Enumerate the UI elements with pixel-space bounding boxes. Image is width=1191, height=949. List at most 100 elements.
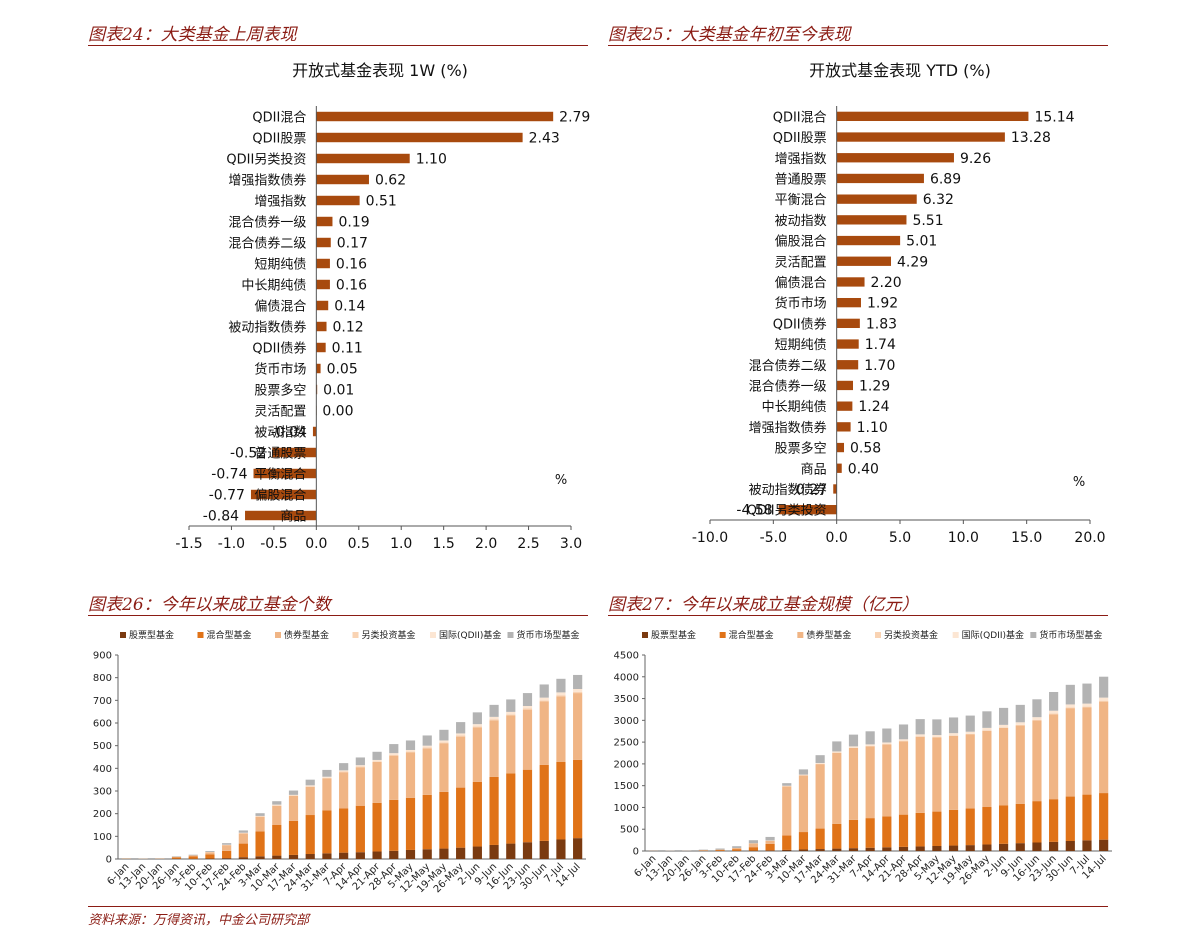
category-label: 货币市场 [775,296,827,312]
category-label: 混合债券一级 [749,378,827,394]
bar-segment [539,684,549,698]
legend-swatch [642,632,648,638]
data-label: -0.74 [211,467,247,483]
data-label: 0.40 [848,461,879,477]
bar-segment [272,801,282,805]
bar-segment [1082,840,1092,851]
chart24-title-rule [88,45,588,46]
bar-segment [815,764,825,829]
bar-segment [1099,676,1109,698]
bar-segment [355,766,365,768]
bar-segment [539,697,549,701]
bar-segment [389,799,399,851]
bar-segment [522,842,533,859]
bar-segment [1032,717,1042,720]
y-tick-label: 2000 [614,759,639,770]
bar-segment [556,839,566,859]
data-label: 0.12 [333,320,364,336]
bar-segment [522,709,533,770]
bar-segment [188,854,198,856]
category-label: 短期纯债 [775,338,827,353]
bar-segment [748,847,758,851]
y-tick-label: 200 [93,809,112,820]
bar-segment [898,814,909,847]
bar-segment [848,747,859,820]
x-tick-label: 15.0 [1011,530,1042,546]
bar-segment [372,751,382,760]
bar-segment [272,825,282,856]
bar-segment [982,730,992,731]
bar-segment [222,850,232,859]
bar-segment [948,809,959,846]
bar-18 [836,463,842,473]
bar-segment [782,835,792,850]
data-label: 13.28 [1011,130,1051,146]
bar-segment [999,805,1009,844]
category-label: QDII债券 [773,316,827,332]
bar-segment [965,731,975,734]
legend-label: 货币市场型基金 [1039,629,1102,641]
bar-segment [422,745,432,748]
legend-label: 股票型基金 [129,629,174,641]
legend-label: 货币市场型基金 [517,629,580,641]
bar-segment [272,805,282,825]
source-note: 资料来源：万得资讯，中金公司研究部 [88,913,310,928]
bar-segment [999,727,1009,728]
bar-8 [836,256,892,266]
bar-segment [205,854,215,859]
bar-segment [1082,794,1092,841]
bar-segment [848,746,859,748]
bar-segment [1099,697,1109,701]
category-label: 增强指数债券 [749,420,827,436]
bar-segment [1032,720,1042,802]
bar-10 [836,297,861,308]
data-label: 1.10 [416,152,447,168]
bar-segment [1015,803,1025,844]
bar-segment [882,816,892,848]
category-label: 商品 [801,462,827,477]
bar-segment [556,692,566,696]
bar-segment [982,730,992,808]
data-label: -0.77 [209,488,245,504]
bar-segment [489,716,499,720]
x-tick-label: 5.0 [889,530,911,546]
bar-segment [765,840,775,844]
y-tick-label: 600 [93,719,112,730]
bar-segment [456,722,466,734]
bar-1 [316,111,554,122]
bar-segment [222,843,232,845]
bar-16 [312,426,317,437]
bar-segment [1099,701,1109,794]
bar-segment [556,761,566,840]
bar-segment [539,840,549,859]
data-label: 1.29 [859,378,890,394]
y-tick-label: 400 [93,764,112,775]
bar-segment [255,856,265,859]
legend-label: 国际(QDII)基金 [439,629,501,641]
bar-segment [405,797,416,850]
bar-segment [1082,706,1092,708]
bar-segment [556,696,566,762]
chart-1w-performance: 开放式基金表现 1W (%) QDII混合 2.79 QDII股票 2.43 QDII另类… [175,61,590,552]
bar-segment [339,763,349,771]
data-label: 1.24 [858,399,889,415]
bar-segment [815,849,825,851]
legend-label: 另类投资基金 [884,629,938,641]
bar-segment [573,691,583,694]
category-label: 货币市场 [254,362,306,378]
category-label: 普通股票 [775,172,827,187]
bar-segment [171,856,182,858]
bar-segment [898,739,909,742]
bar-segment [932,735,942,738]
bar-segment [506,715,516,774]
legend-label: 混合型基金 [207,629,252,641]
bar-segment [1015,725,1025,804]
data-label: 0.01 [323,383,354,399]
bar-segment [882,744,892,817]
bar-segment [798,775,809,833]
bar-segment [898,846,909,851]
category-label: QDII混合 [773,110,827,125]
bar-12 [316,342,326,353]
category-label: QDII债券 [252,341,306,357]
bar-segment [489,719,499,721]
